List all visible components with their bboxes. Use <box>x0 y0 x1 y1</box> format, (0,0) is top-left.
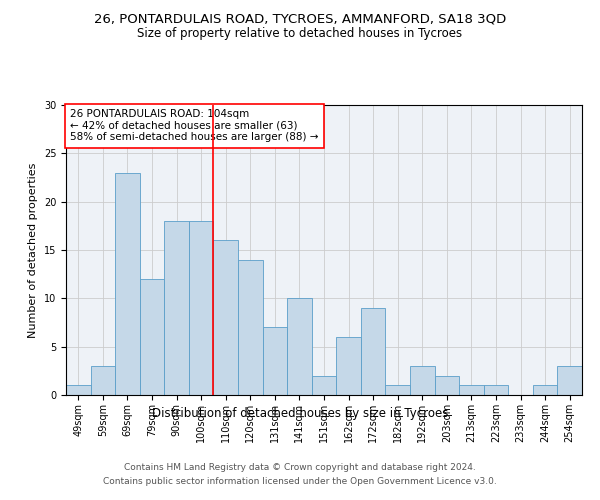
Bar <box>140 279 164 395</box>
Bar <box>434 376 459 395</box>
Y-axis label: Number of detached properties: Number of detached properties <box>28 162 38 338</box>
Text: Contains HM Land Registry data © Crown copyright and database right 2024.: Contains HM Land Registry data © Crown c… <box>124 462 476 471</box>
Bar <box>287 298 312 395</box>
Bar <box>557 366 582 395</box>
Text: Contains public sector information licensed under the Open Government Licence v3: Contains public sector information licen… <box>103 478 497 486</box>
Bar <box>484 386 508 395</box>
Text: 26, PONTARDULAIS ROAD, TYCROES, AMMANFORD, SA18 3QD: 26, PONTARDULAIS ROAD, TYCROES, AMMANFOR… <box>94 12 506 26</box>
Text: Distribution of detached houses by size in Tycroes: Distribution of detached houses by size … <box>152 408 448 420</box>
Bar <box>336 337 361 395</box>
Bar <box>164 221 189 395</box>
Bar <box>459 386 484 395</box>
Bar <box>189 221 214 395</box>
Bar <box>263 328 287 395</box>
Bar <box>533 386 557 395</box>
Bar <box>410 366 434 395</box>
Bar <box>361 308 385 395</box>
Bar <box>238 260 263 395</box>
Bar <box>312 376 336 395</box>
Bar <box>385 386 410 395</box>
Bar <box>66 386 91 395</box>
Bar <box>115 172 140 395</box>
Text: 26 PONTARDULAIS ROAD: 104sqm
← 42% of detached houses are smaller (63)
58% of se: 26 PONTARDULAIS ROAD: 104sqm ← 42% of de… <box>70 109 319 142</box>
Text: Size of property relative to detached houses in Tycroes: Size of property relative to detached ho… <box>137 28 463 40</box>
Bar <box>91 366 115 395</box>
Bar <box>214 240 238 395</box>
